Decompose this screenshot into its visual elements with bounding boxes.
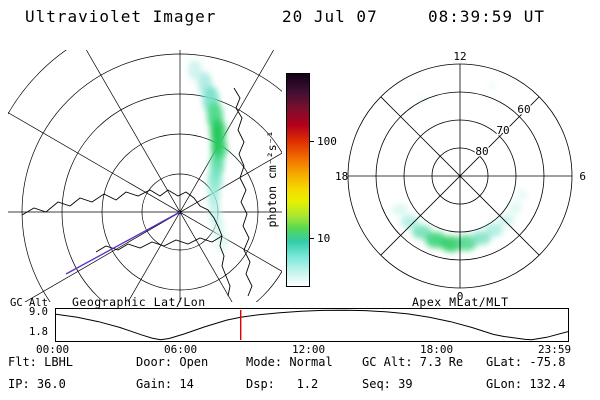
- status-gcalt: GC Alt: 7.3 Re: [362, 355, 464, 369]
- colorbar-tick-10: 10: [317, 232, 331, 245]
- stripchart-ytick-top: 9.0: [29, 306, 48, 318]
- status-ip: IP: 36.0: [8, 377, 66, 391]
- header-date: 20 Jul 07: [282, 7, 378, 26]
- colorbar-tick-10-mark: [309, 238, 314, 239]
- orbit-track-line: [65, 211, 181, 275]
- gc-alt-curve-canvas: [55, 309, 569, 341]
- aurora-emission-right: [392, 83, 528, 252]
- mlt-label-18: 18: [335, 170, 348, 183]
- gc-alt-stripchart: [55, 308, 569, 342]
- status-flt: Flt: LBHL: [8, 355, 74, 369]
- right-plot-caption: Apex MLat/MLT: [412, 295, 509, 309]
- stripchart-xtick-2359: 23:59: [538, 343, 572, 356]
- stripchart-ytick-bottom: 1.8: [29, 326, 48, 338]
- status-glat: GLat: -75.8: [486, 355, 566, 369]
- colorbar-tick-100: 100: [317, 135, 337, 148]
- mlat-ring-label-80: 80: [475, 145, 488, 158]
- apex-polar-plot: 12 18 6 0 60 70 80: [335, 50, 586, 303]
- stripchart-xtick-1800: 18:00: [420, 343, 454, 356]
- mlat-mlt-grid: [347, 63, 573, 289]
- status-mode: Mode: Normal: [246, 355, 333, 369]
- gc-alt-curve: [55, 309, 569, 341]
- mlat-ring-label-70: 70: [496, 124, 509, 137]
- geographic-polar-map: [8, 50, 282, 302]
- stripchart-xtick-1200: 12:00: [292, 343, 326, 356]
- stripchart-xtick-0000: 00:00: [36, 343, 70, 356]
- stripchart-xtick-0600: 06:00: [164, 343, 198, 356]
- status-gain: Gain: 14: [136, 377, 194, 391]
- photon-flux-colorbar: [286, 73, 310, 287]
- antarctic-coastline: [21, 87, 253, 297]
- stripchart-ylabel: GC Alt: [10, 297, 48, 309]
- left-plot-caption: Geographic Lat/Lon: [72, 295, 206, 309]
- mlt-label-6: 6: [579, 170, 586, 183]
- colorbar-units-label: photon cm⁻²s⁻¹: [265, 130, 279, 228]
- mlat-ring-label-60: 60: [517, 103, 530, 116]
- mlt-label-0: 0: [457, 290, 464, 303]
- aurora-emission-left: [188, 60, 228, 252]
- status-door: Door: Open: [136, 355, 209, 369]
- header-time: 08:39:59 UT: [428, 7, 545, 26]
- mlt-label-12: 12: [453, 50, 466, 63]
- app-title: Ultraviolet Imager: [25, 7, 217, 26]
- status-glon: GLon: 132.4: [486, 377, 566, 391]
- status-seq: Seq: 39: [362, 377, 413, 391]
- status-dsp: Dsp: 1.2: [246, 377, 319, 391]
- colorbar-tick-100-mark: [309, 141, 314, 142]
